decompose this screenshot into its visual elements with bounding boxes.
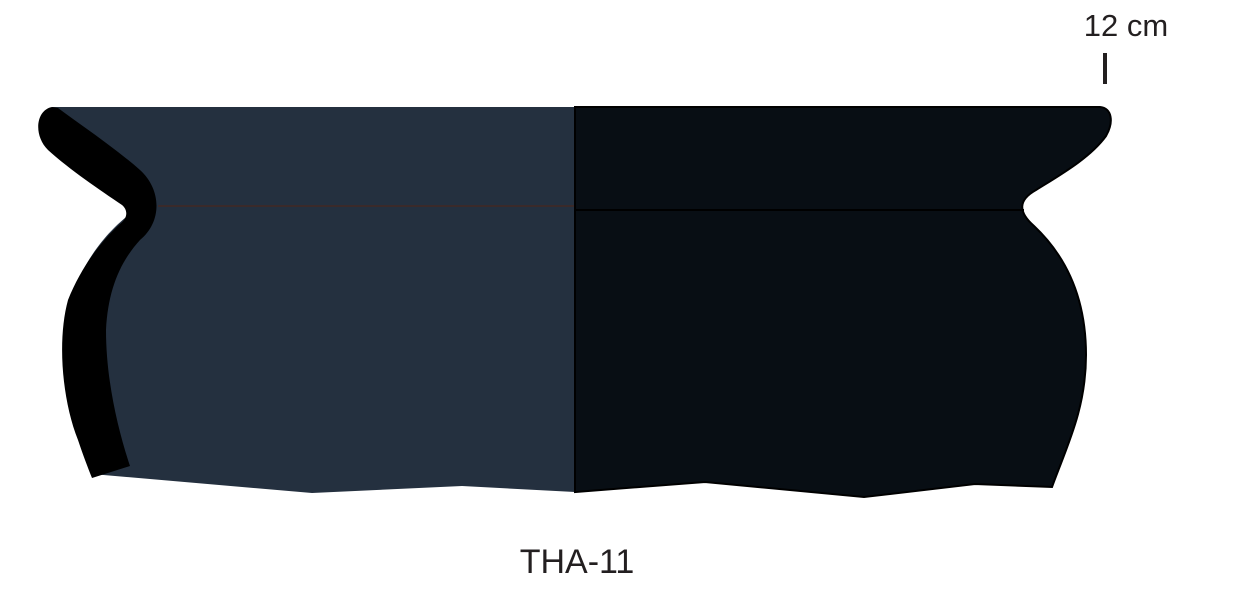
wall-section-profile [38,107,157,478]
scale-label: 12 cm [1084,8,1168,43]
vessel-exterior-view [52,107,575,493]
vessel-interior-view [574,106,1112,499]
catalog-id-label: THA-11 [520,543,635,581]
